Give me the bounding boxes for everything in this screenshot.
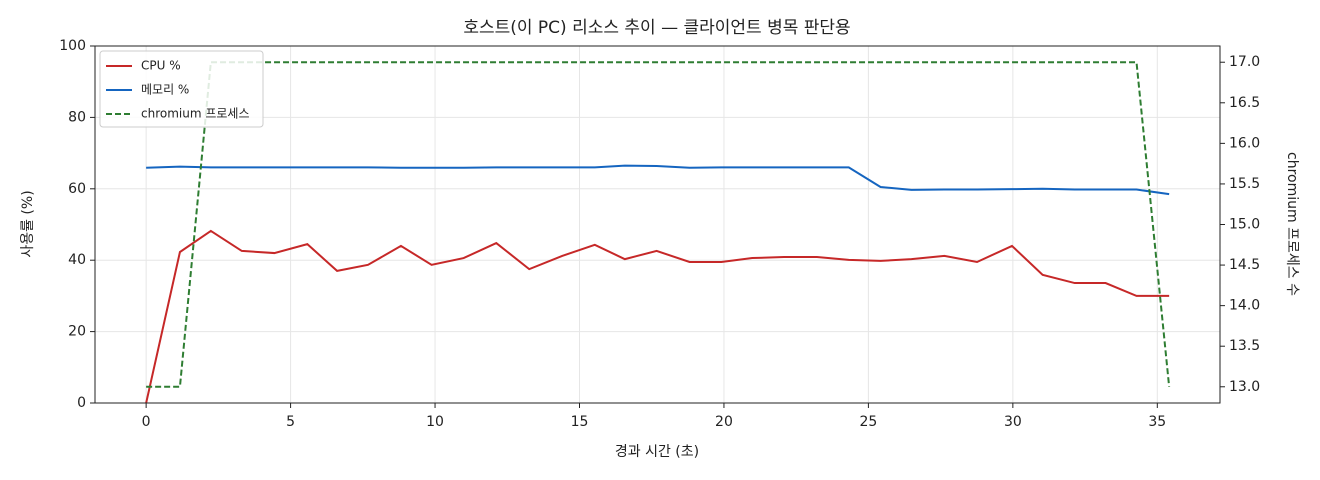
chart-title: 호스트(이 PC) 리소스 추이 — 클라이언트 병목 판단용: [463, 18, 850, 38]
y-tick-label: 80: [68, 109, 86, 125]
y2-tick-label: 14.5: [1229, 257, 1260, 273]
y2-tick-label: 15.5: [1229, 176, 1260, 192]
y-axis-label: 사용률 (%): [20, 190, 36, 257]
legend-box: [99, 50, 264, 128]
series-line: [145, 229, 1170, 404]
legend-label: 메모리 %: [141, 83, 189, 97]
plot-frame: [94, 45, 1221, 404]
x-tick-label: 30: [1004, 414, 1022, 430]
legend: CPU % 메모리 % chromium 프로세스: [99, 50, 264, 128]
y-tick-label: 0: [77, 395, 86, 411]
y2-tick-label: 13.0: [1229, 379, 1260, 395]
y2-axis-label: chromium 프로세스 수: [1284, 152, 1300, 296]
legend-label: CPU %: [141, 59, 181, 73]
y-tick-label: 20: [68, 324, 86, 340]
x-tick-label: 10: [426, 414, 444, 430]
x-tick-label: 20: [715, 414, 733, 430]
x-tick-label: 25: [859, 414, 877, 430]
legend-label: chromium 프로세스: [141, 107, 250, 121]
y2-tick-label: 16.0: [1229, 135, 1260, 151]
y2-tick-label: 14.0: [1229, 298, 1260, 314]
series-line: [146, 61, 1171, 388]
x-tick-label: 5: [286, 414, 295, 430]
series-line: [146, 164, 1170, 196]
y-tick-label: 100: [59, 38, 86, 54]
x-tick-label: 35: [1148, 414, 1166, 430]
y-tick-label: 60: [68, 181, 86, 197]
y-tick-label: 40: [68, 252, 86, 268]
x-tick-label: 15: [571, 414, 589, 430]
y2-tick-label: 17.0: [1229, 54, 1260, 70]
y2-tick-label: 13.5: [1229, 338, 1260, 354]
x-tick-label: 0: [142, 414, 151, 430]
y2-tick-label: 15.0: [1229, 217, 1260, 233]
x-axis-label: 경과 시간 (초): [615, 444, 699, 460]
y2-tick-label: 16.5: [1229, 95, 1260, 111]
